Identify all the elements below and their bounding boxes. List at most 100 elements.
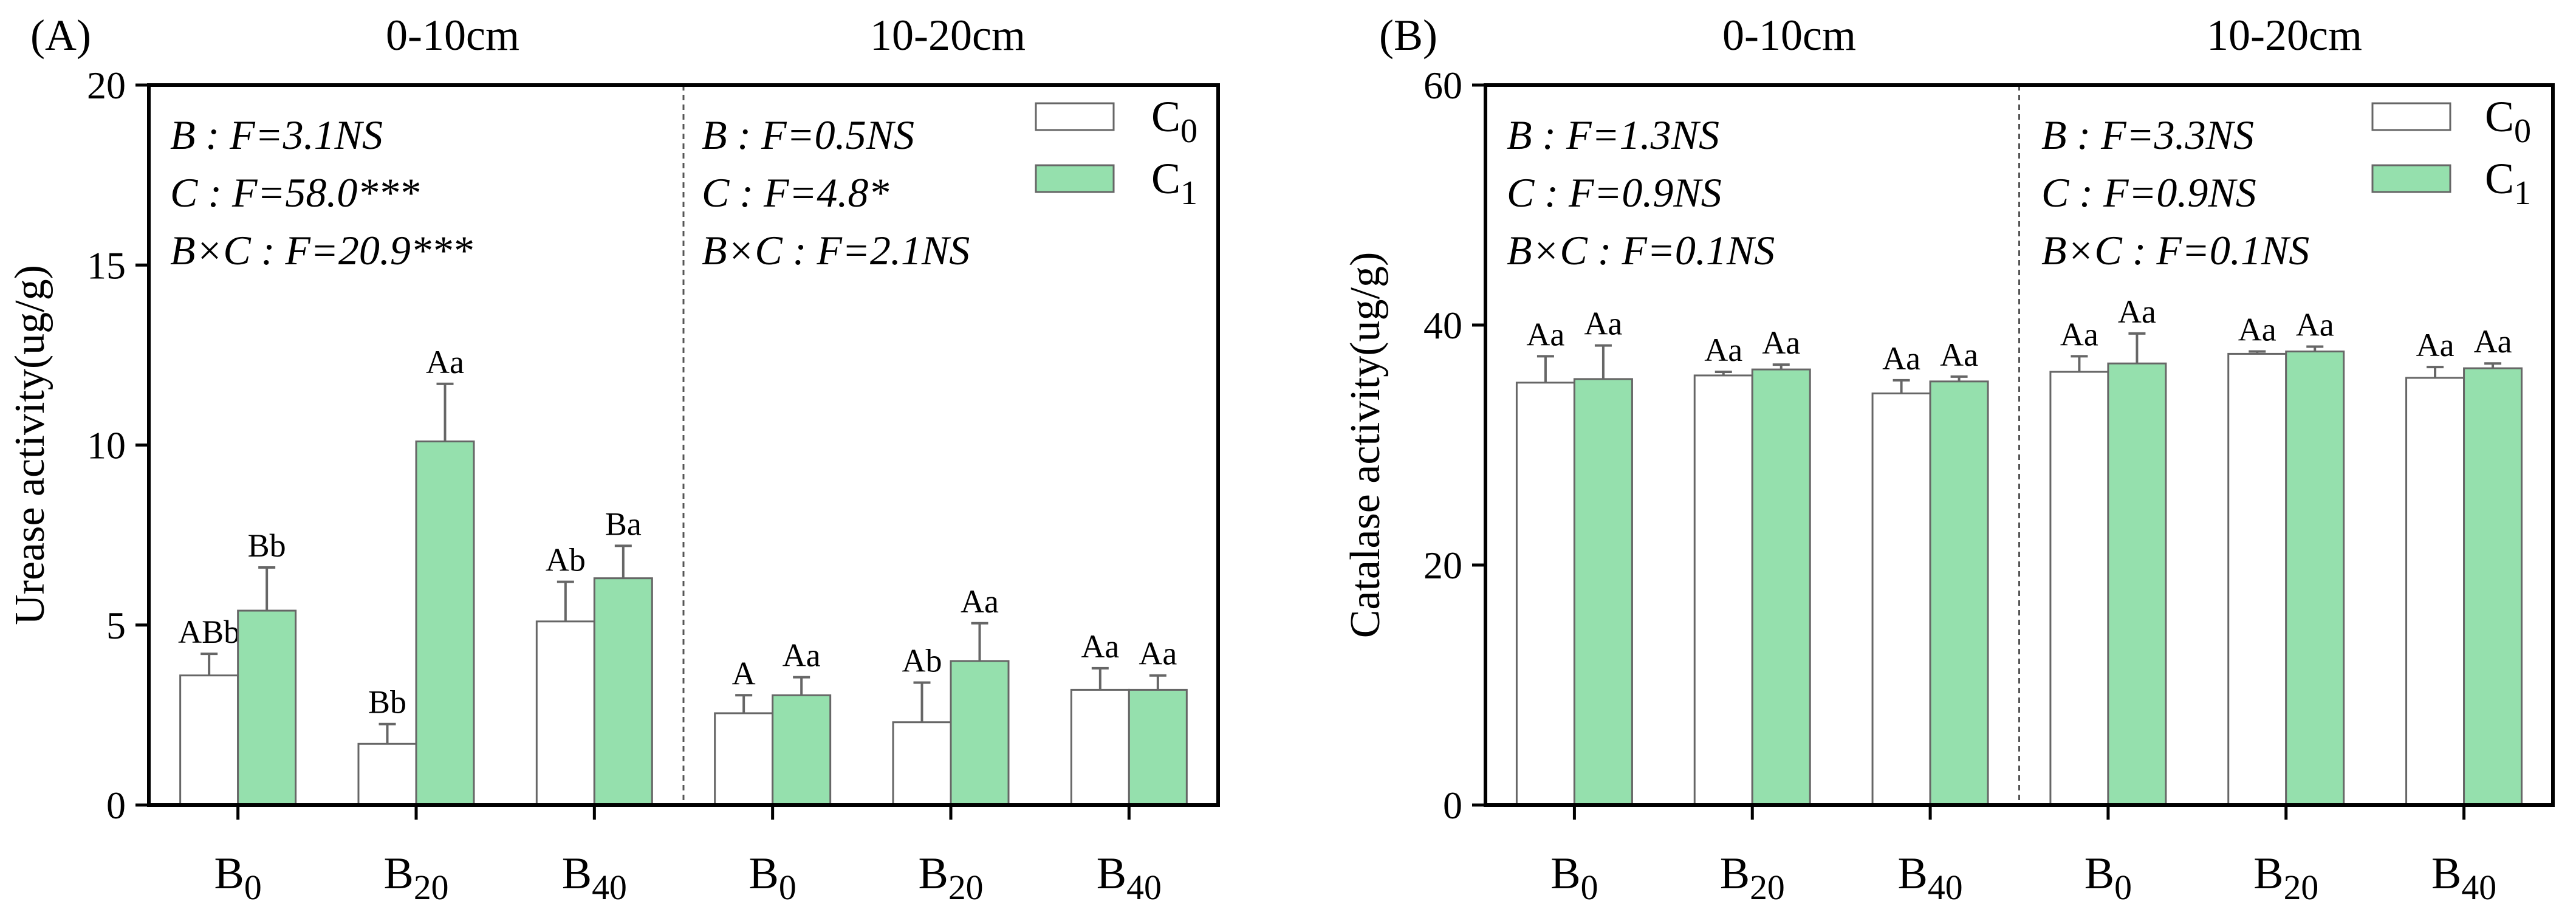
significance-label: Aa: [426, 344, 464, 380]
anova-stat: B : F=0.5NS: [702, 112, 914, 158]
y-tick-label: 10: [87, 424, 126, 467]
legend-label-c1: C1: [1151, 154, 1197, 212]
bar-c0: [1515, 382, 1575, 806]
category-label: B0: [214, 849, 262, 907]
bar-c0: [535, 620, 595, 806]
y-axis-title: Urease activity(ug/g): [7, 265, 53, 625]
category-label: B0: [749, 849, 796, 907]
bar-c0: [2049, 371, 2109, 806]
bar-c0: [1871, 392, 1931, 806]
legend-swatch-c0: [2371, 102, 2451, 131]
significance-label: Aa: [961, 583, 999, 620]
anova-stat: C : F=4.8*: [702, 170, 889, 216]
anova-stat: B : F=1.3NS: [1507, 112, 1719, 158]
y-axis-title: Catalase activity(ug/g): [1342, 252, 1389, 639]
significance-label: Aa: [1704, 332, 1742, 368]
significance-label: Aa: [2416, 327, 2454, 363]
y-tick-label: 20: [1423, 544, 1462, 587]
bar-c1: [2463, 367, 2523, 806]
y-tick-label: 40: [1423, 304, 1462, 347]
significance-label: Aa: [1882, 340, 1920, 377]
y-tick-label: 0: [1443, 784, 1462, 827]
depth-label: 10-20cm: [2207, 11, 2362, 60]
significance-label: Ab: [902, 643, 942, 679]
y-tick-label: 15: [87, 244, 126, 287]
significance-label: Aa: [1081, 628, 1119, 665]
bar-c0: [1693, 374, 1753, 806]
bar-c0: [714, 712, 774, 806]
significance-label: A: [732, 655, 756, 691]
anova-stat: C : F=58.0***: [170, 170, 419, 216]
y-tick-label: 5: [106, 604, 126, 647]
bar-c0: [2227, 352, 2287, 806]
bar-c1: [1128, 688, 1188, 806]
category-label: B40: [562, 849, 627, 907]
depth-label: 0-10cm: [1722, 11, 1856, 60]
significance-label: Ba: [605, 505, 642, 542]
anova-stat: B×C : F=0.1NS: [1507, 227, 1775, 273]
bar-c1: [237, 609, 297, 806]
bar-c0: [1070, 688, 1130, 806]
legend-swatch-c0: [1035, 102, 1115, 131]
anova-stat: B : F=3.1NS: [170, 112, 383, 158]
y-tick-label: 60: [1423, 64, 1462, 107]
panel-label: (B): [1379, 11, 1437, 60]
significance-label: Aa: [2296, 307, 2334, 343]
bar-c1: [1929, 380, 1989, 806]
y-tick-label: 0: [106, 784, 126, 827]
category-label: B40: [1898, 849, 1963, 907]
category-label: B40: [2431, 849, 2496, 907]
significance-label: Aa: [783, 637, 821, 674]
anova-stat: B×C : F=2.1NS: [702, 227, 970, 273]
bar-c0: [357, 742, 417, 806]
significance-label: Aa: [1139, 636, 1177, 672]
bar-c1: [772, 694, 832, 806]
significance-label: Aa: [1526, 316, 1564, 352]
category-label: B0: [1550, 849, 1598, 907]
anova-stat: C : F=0.9NS: [2041, 170, 2256, 216]
significance-label: Aa: [2060, 316, 2098, 352]
bar-c1: [2107, 362, 2167, 806]
category-label: B40: [1097, 849, 1162, 907]
anova-stat: B×C : F=0.1NS: [2041, 227, 2309, 273]
category-label: B20: [918, 849, 983, 907]
legend-label-c0: C0: [2485, 92, 2531, 150]
depth-label: 0-10cm: [386, 11, 519, 60]
category-label: B20: [1720, 849, 1785, 907]
plot-frame: [1484, 83, 2555, 807]
plot-frame: [147, 83, 1220, 807]
significance-label: Aa: [2118, 293, 2156, 330]
bar-c1: [415, 440, 475, 806]
panel-label: (A): [30, 11, 91, 60]
bar-c0: [2405, 377, 2465, 806]
y-tick-label: 20: [87, 64, 126, 107]
significance-label: Aa: [2238, 311, 2276, 348]
depth-label: 10-20cm: [870, 11, 1026, 60]
significance-label: Ab: [546, 542, 586, 578]
category-label: B20: [383, 849, 448, 907]
legend-swatch-c1: [2371, 164, 2451, 193]
significance-label: Bb: [248, 527, 286, 564]
significance-label: Aa: [1584, 306, 1622, 342]
bar-c1: [950, 660, 1010, 806]
significance-label: ABb: [178, 614, 240, 650]
legend-label-c0: C0: [1151, 92, 1197, 150]
significance-label: Aa: [1940, 337, 1978, 373]
bar-c1: [1751, 368, 1811, 806]
bar-c0: [179, 674, 239, 806]
bar-c0: [892, 721, 952, 806]
anova-stat: B : F=3.3NS: [2041, 112, 2254, 158]
bar-c1: [2285, 350, 2345, 806]
legend-swatch-c1: [1035, 164, 1115, 193]
anova-stat: C : F=0.9NS: [1507, 170, 1722, 216]
significance-label: Aa: [1762, 324, 1800, 361]
significance-label: Bb: [368, 684, 406, 721]
panel-a: (A) Urease activity(ug/g) 0 5 10 15 20 0-10cm B …: [7, 11, 1220, 907]
panel-b: (B) Catalase activity(ug/g) 0 20 40 60 0-10cm B…: [1342, 11, 2555, 907]
category-label: B20: [2253, 849, 2318, 907]
legend-label-c1: C1: [2485, 154, 2531, 212]
anova-stat: B×C : F=20.9***: [170, 227, 473, 273]
bar-c1: [1573, 378, 1633, 806]
significance-label: Aa: [2474, 323, 2512, 360]
